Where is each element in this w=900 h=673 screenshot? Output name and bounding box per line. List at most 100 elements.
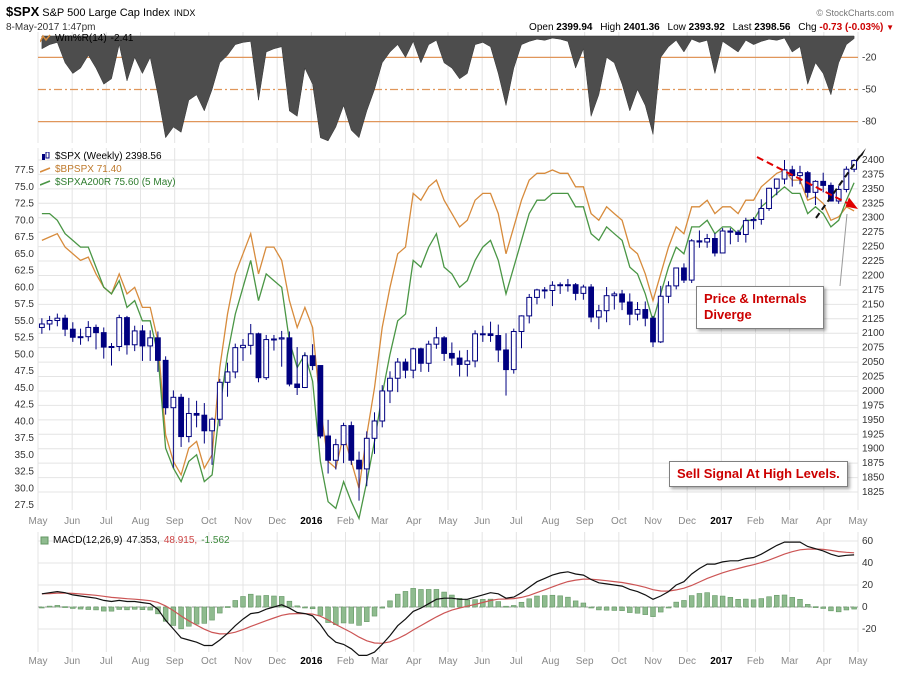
price-uptrend-line	[815, 155, 861, 219]
macd-histogram-bar	[93, 606, 99, 611]
axis-label: 72.5	[15, 199, 35, 210]
axis-label: 45.0	[15, 383, 35, 394]
axis-label: 55.0	[15, 316, 35, 327]
internals-arrowhead	[845, 197, 858, 209]
candle-body	[271, 338, 277, 341]
spxa200r-line-icon	[40, 179, 51, 186]
axis-label: Feb	[337, 516, 355, 527]
candle-body	[766, 187, 772, 210]
wmr-legend: Wm%R(14) -2.41	[40, 33, 133, 44]
macd-histogram-bar	[596, 606, 602, 611]
candle-body	[541, 289, 548, 292]
candle-body	[673, 267, 680, 287]
low-value: 2393.92	[688, 22, 725, 34]
macd-histogram-bar	[851, 606, 857, 610]
candle-body	[410, 348, 417, 371]
macd-histogram-bar	[441, 591, 447, 608]
macd-histogram-bar	[108, 606, 115, 612]
spx-legend-label: $SPX (Weekly) 2398.56	[55, 151, 162, 162]
macd-histogram-bar	[70, 606, 76, 609]
candle-body	[534, 289, 540, 298]
candle-body	[820, 180, 827, 186]
macd-histogram-bar	[139, 606, 146, 610]
bpspx-line	[41, 169, 855, 489]
candle-body	[124, 317, 130, 346]
candle-body	[479, 333, 486, 336]
axis-label: 2017	[710, 516, 733, 527]
axis-label: Dec	[268, 516, 286, 527]
macd-histogram-bar	[789, 597, 795, 608]
macd-histogram-bar	[131, 606, 138, 610]
candle-body	[487, 333, 494, 337]
axis-label: 2200	[862, 270, 885, 281]
macd-line	[41, 541, 855, 657]
macd-histogram-bar	[464, 599, 471, 608]
candle-body	[294, 383, 301, 388]
sell-signal-annotation: Sell Signal At High Levels.	[669, 461, 848, 488]
last-label: Last	[732, 22, 752, 34]
axis-label: Aug	[542, 656, 560, 667]
axis-label: Sep	[166, 656, 184, 667]
candle-body	[69, 328, 76, 338]
macd-histogram-bar	[588, 606, 594, 609]
candle-body	[263, 339, 270, 379]
candle-body	[185, 412, 192, 438]
macd-histogram-bar	[387, 600, 393, 608]
axis-label: 2400	[862, 155, 885, 166]
candle-body	[441, 337, 448, 354]
candle-body	[139, 330, 146, 347]
axis-label: 2375	[862, 169, 885, 180]
macd-histogram-bar	[541, 595, 548, 608]
symbol-name: S&P 500 Large Cap Index	[42, 7, 170, 19]
symbol: $SPX	[6, 4, 40, 19]
candle-body	[688, 240, 695, 281]
macd-histogram-bar	[224, 606, 231, 608]
macd-histogram-bar	[673, 601, 679, 608]
axis-label: 2350	[862, 184, 885, 195]
macd-histogram-bar	[449, 594, 455, 608]
macd-histogram-bar	[774, 594, 780, 608]
macd-histogram-bar	[603, 606, 610, 611]
axis-label: 2150	[862, 299, 885, 310]
macd-histogram-bar	[456, 598, 463, 608]
axis-label: -20	[862, 52, 877, 63]
macd-histogram-bar	[201, 606, 208, 624]
macd-histogram-bar	[805, 604, 811, 608]
axis-label: 65.0	[15, 249, 35, 260]
spx-legend: $SPX (Weekly) 2398.56	[40, 151, 162, 162]
candle-body	[418, 348, 424, 364]
macd-histogram-bar	[232, 600, 238, 608]
candle-body	[325, 435, 331, 461]
wmr-legend-value: -2.41	[110, 33, 134, 44]
macd-histogram-bar	[371, 606, 378, 617]
macd-histogram-bar	[572, 600, 579, 608]
axis-label: May	[29, 656, 48, 667]
macd-histogram-bar	[557, 595, 563, 608]
quote-block: © StockCharts.com Open 2399.94 High 2401…	[524, 2, 894, 34]
axis-label: 0	[862, 602, 868, 613]
candle-body	[209, 418, 215, 432]
axis-label: 2025	[862, 372, 885, 383]
axis-label: Dec	[678, 656, 696, 667]
macd-hist-value: -1.562	[201, 535, 230, 546]
macd-histogram-bar	[820, 606, 826, 609]
macd-histogram-bar	[719, 595, 726, 608]
candle-body	[216, 381, 223, 420]
axis-label: 2325	[862, 198, 885, 209]
axis-label: 2017	[710, 656, 733, 667]
macd-histogram-bar	[46, 605, 53, 608]
macd-histogram-bar	[255, 595, 262, 608]
candle-body	[626, 301, 633, 315]
macd-histogram-bar	[688, 595, 695, 608]
candle-body	[240, 344, 246, 349]
diverge-annotation: Price & Internals Diverge	[696, 286, 824, 329]
axis-label: Feb	[747, 656, 765, 667]
macd-histogram-bar	[186, 606, 192, 627]
axis-label: 2050	[862, 357, 885, 368]
macd-histogram-bar	[209, 606, 215, 621]
candle-body	[781, 169, 788, 180]
macd-histogram-bar	[835, 606, 842, 613]
macd-histogram-bar	[217, 606, 223, 614]
candle-body	[495, 335, 502, 351]
